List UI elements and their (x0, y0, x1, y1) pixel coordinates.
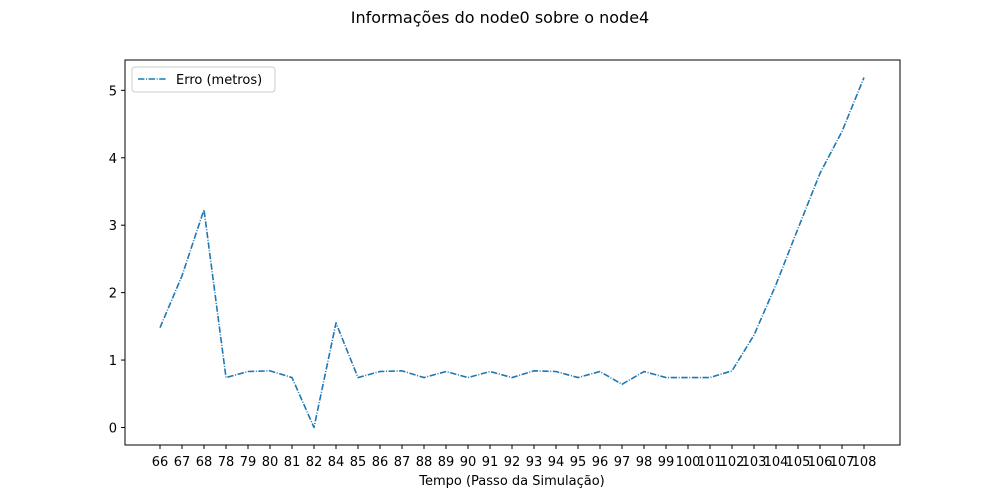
x-tick-label: 68 (196, 455, 213, 470)
x-tick-label: 80 (262, 455, 279, 470)
x-tick-label: 98 (636, 455, 653, 470)
data-point (445, 371, 447, 373)
data-point (841, 131, 843, 133)
x-tick-label: 82 (306, 455, 323, 470)
series-line (159, 77, 865, 429)
y-tick-label: 2 (109, 287, 117, 302)
x-tick-label: 106 (808, 455, 833, 470)
y-tick-label: 1 (109, 354, 117, 369)
data-point (577, 377, 579, 379)
x-tick-label: 86 (372, 455, 389, 470)
x-tick-label: 96 (592, 455, 609, 470)
data-point (159, 327, 161, 329)
legend-label: Erro (metros) (176, 73, 262, 88)
data-point (753, 334, 755, 336)
x-tick-label: 87 (394, 455, 411, 470)
data-point (533, 370, 535, 372)
data-point (709, 377, 711, 379)
x-tick-label: 101 (698, 455, 723, 470)
x-tick-label: 89 (438, 455, 455, 470)
data-point (467, 377, 469, 379)
y-tick-label: 0 (109, 421, 117, 436)
x-tick-label: 94 (548, 455, 565, 470)
x-axis-label: Tempo (Passo da Simulação) (418, 474, 605, 489)
data-point (797, 228, 799, 230)
data-point (665, 377, 667, 379)
x-tick-label: 66 (152, 455, 169, 470)
data-point (511, 377, 513, 379)
legend-box (131, 66, 276, 93)
x-tick-label: 108 (852, 455, 877, 470)
x-tick-label: 90 (460, 455, 477, 470)
y-tick-label: 4 (109, 152, 117, 167)
y-tick-label: 5 (109, 84, 117, 99)
x-tick-label: 92 (504, 455, 521, 470)
data-point (423, 377, 425, 379)
chart-title: Informações do node0 sobre o node4 (351, 8, 649, 27)
data-point (291, 377, 293, 379)
data-point (599, 371, 601, 373)
x-axis: 66 67 68 78 79 80 81 82 84 85 86 87 88 89 90 91 92 93 94 95… (152, 445, 877, 470)
x-tick-label: 93 (526, 455, 543, 470)
data-point (775, 284, 777, 286)
data-point (731, 370, 733, 372)
data-point (643, 371, 645, 373)
x-tick-label: 79 (240, 455, 257, 470)
data-point (555, 371, 557, 373)
legend: Erro (metros) (131, 66, 276, 93)
x-tick-label: 81 (284, 455, 301, 470)
data-point (819, 172, 821, 174)
x-tick-label: 107 (830, 455, 855, 470)
x-tick-label: 95 (570, 455, 587, 470)
data-point (863, 77, 865, 79)
x-tick-label: 104 (764, 455, 789, 470)
data-point (687, 377, 689, 379)
y-tick-label: 3 (109, 219, 117, 234)
data-point (247, 371, 249, 373)
x-tick-label: 105 (786, 455, 811, 470)
x-tick-label: 103 (742, 455, 767, 470)
x-tick-label: 84 (328, 455, 345, 470)
x-tick-label: 67 (174, 455, 191, 470)
data-point (313, 427, 315, 429)
x-tick-label: 88 (416, 455, 433, 470)
x-tick-label: 100 (676, 455, 701, 470)
data-point (379, 371, 381, 373)
x-tick-label: 102 (720, 455, 745, 470)
plot-frame (124, 59, 901, 446)
data-point (203, 209, 205, 211)
series-layer (159, 77, 865, 429)
data-point (335, 322, 337, 324)
x-tick-label: 91 (482, 455, 499, 470)
data-point (357, 377, 359, 379)
data-point (225, 377, 227, 379)
data-point (621, 384, 623, 386)
data-point (269, 370, 271, 372)
x-tick-label: 99 (658, 455, 675, 470)
x-tick-label: 85 (350, 455, 367, 470)
x-tick-label: 78 (218, 455, 235, 470)
x-tick-label: 97 (614, 455, 631, 470)
y-axis: 0 1 2 3 4 5 (109, 84, 125, 436)
data-point (181, 275, 183, 277)
data-point (489, 371, 491, 373)
data-point (401, 370, 403, 372)
